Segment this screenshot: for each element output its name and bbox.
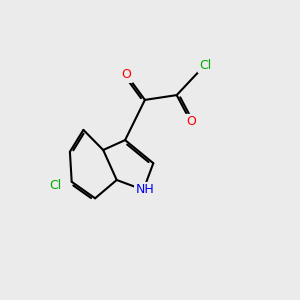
- Text: O: O: [186, 115, 196, 128]
- Text: Cl: Cl: [199, 58, 211, 72]
- Text: NH: NH: [136, 183, 154, 196]
- Text: O: O: [122, 68, 131, 82]
- Text: Cl: Cl: [49, 178, 61, 192]
